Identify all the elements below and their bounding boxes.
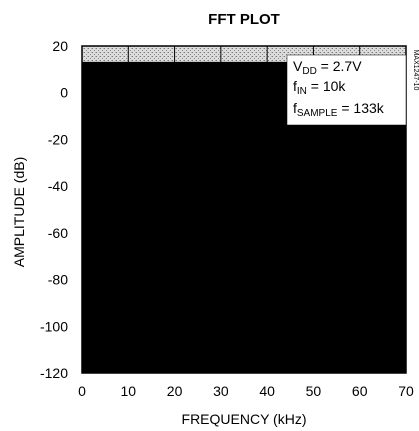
annotation-fsample-main: f <box>293 100 297 116</box>
x-tick-label: 20 <box>167 383 183 399</box>
y-tick-label: -40 <box>48 178 68 194</box>
annotation-fsample-sub: SAMPLE <box>297 108 338 119</box>
x-tick-label: 30 <box>213 383 229 399</box>
plot-frame <box>81 45 407 374</box>
part-code-label: MAX1247-10 <box>412 50 419 91</box>
y-axis-label: AMPLITUDE (dB) <box>11 157 27 267</box>
annotation-box: VDD = 2.7V fIN = 10k fSAMPLE = 133k <box>286 54 407 126</box>
x-tick-label: 50 <box>306 383 322 399</box>
annotation-fin-main: f <box>293 78 297 94</box>
annotation-vdd-sub: DD <box>302 66 316 77</box>
y-tick-label: -60 <box>48 225 68 241</box>
annotation-fin-rest: = 10k <box>307 78 347 94</box>
y-tick-label: -120 <box>40 365 68 381</box>
x-tick-label: 10 <box>120 383 136 399</box>
annotation-fin: fIN = 10k <box>293 78 346 97</box>
annotation-fin-sub: IN <box>297 86 307 97</box>
y-tick-label: -80 <box>48 272 68 288</box>
x-axis-ticks: 0 10 20 30 40 50 60 70 <box>78 383 414 399</box>
y-axis-ticks: 20 0 -20 -40 -60 -80 -100 -120 <box>40 38 68 381</box>
x-tick-label: 70 <box>398 383 414 399</box>
x-tick-label: 0 <box>78 383 86 399</box>
annotation-fsample-rest: = 133k <box>337 100 384 116</box>
annotation-box-bg <box>286 54 407 126</box>
x-tick-label: 40 <box>259 383 275 399</box>
annotation-vdd-rest: = 2.7V <box>317 58 362 74</box>
y-tick-label: 0 <box>60 85 68 101</box>
x-tick-label: 60 <box>352 383 368 399</box>
chart-title: FFT PLOT <box>208 11 280 28</box>
y-tick-label: 20 <box>52 38 68 54</box>
x-axis-label: FREQUENCY (kHz) <box>182 411 307 427</box>
y-tick-label: -20 <box>48 131 68 147</box>
y-tick-label: -100 <box>40 318 68 334</box>
annotation-fsample: fSAMPLE = 133k <box>293 100 385 119</box>
annotation-vdd: VDD = 2.7V <box>293 58 362 77</box>
annotation-vdd-main: V <box>293 58 303 74</box>
plot-border <box>81 45 407 374</box>
